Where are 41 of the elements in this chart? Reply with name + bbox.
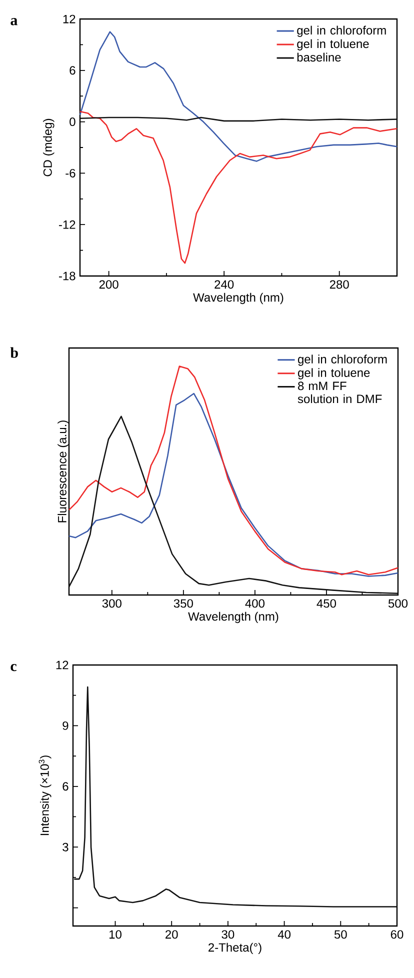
x-tick-label: 500 [388, 599, 408, 608]
x-tick-label: 400 [245, 599, 264, 608]
x-tick-label: 60 [390, 930, 404, 939]
line-series [79, 110, 398, 264]
x-tick-label: 450 [316, 599, 336, 608]
legend-label: 8 mM FF solution in DMF [298, 382, 382, 404]
y-axis-title: Intensity (×10$^{3}$) [38, 756, 52, 836]
legend-label: gel in toluene [298, 368, 370, 380]
x-tick-label: 200 [99, 280, 118, 289]
x-tick-label: 300 [102, 599, 122, 608]
y-tick-label: 3 [62, 842, 68, 852]
y-tick-label: 6 [70, 66, 76, 75]
legend-label: baseline [297, 52, 341, 62]
y-tick-label: 6 [62, 782, 68, 791]
y-tick-label: 0 [70, 118, 76, 126]
text: c [10, 664, 16, 672]
y-tick-label: -18 [58, 272, 76, 280]
x-tick-label: 280 [330, 280, 349, 289]
x-axis-title: 2-Theta(°) [208, 942, 262, 954]
line-series [73, 686, 398, 908]
text: b [10, 347, 18, 358]
legend-label: gel in toluene [297, 39, 369, 50]
legend-label: gel in chloroform [298, 354, 387, 366]
x-tick-label: 40 [278, 930, 291, 939]
x-tick-label: 20 [166, 930, 178, 939]
y-tick-label: 12 [63, 14, 76, 24]
legend-label: gel in chloroform [297, 26, 386, 37]
x-tick-label: 240 [214, 280, 234, 289]
x-axis-title: Wavelength (nm) [188, 612, 278, 624]
y-tick-label: 12 [56, 660, 68, 670]
y-axis-title: CD (mdeg) [43, 118, 54, 176]
y-axis-title: Fluorescence (a.u.) [58, 420, 69, 522]
text: a [10, 18, 18, 26]
x-tick-label: 350 [174, 599, 193, 608]
x-tick-label: 10 [109, 930, 122, 939]
x-tick-label: 50 [334, 930, 347, 939]
y-tick-label: -12 [58, 220, 76, 229]
y-tick-label: -6 [66, 168, 76, 178]
x-axis-title: Wavelength (nm) [193, 292, 284, 304]
y-tick-label: 9 [62, 721, 68, 730]
x-tick-label: 30 [222, 930, 234, 939]
